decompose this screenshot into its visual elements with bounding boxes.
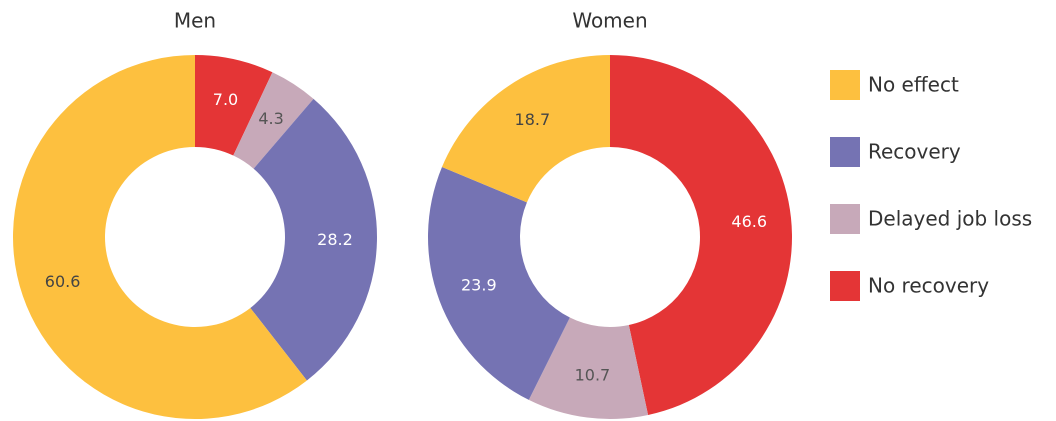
legend-swatch	[830, 271, 860, 301]
legend-label: No effect	[868, 73, 959, 97]
legend-label: Recovery	[868, 140, 961, 164]
value-label: 23.9	[461, 275, 497, 294]
legend-label: No recovery	[868, 274, 989, 298]
value-label: 60.6	[45, 272, 81, 291]
slice	[250, 98, 377, 381]
legend-swatch	[830, 137, 860, 167]
value-label: 18.7	[515, 110, 551, 129]
value-label: 46.6	[731, 212, 767, 231]
slice	[528, 317, 649, 420]
value-label: 28.2	[317, 230, 353, 249]
value-label: 10.7	[575, 365, 611, 384]
chart-title: Women	[572, 9, 647, 33]
legend-swatch	[830, 204, 860, 234]
slice	[428, 167, 570, 400]
value-label: 7.0	[213, 90, 238, 109]
slice	[610, 55, 793, 415]
value-label: 4.3	[258, 109, 283, 128]
slice	[12, 55, 307, 419]
slice	[195, 55, 273, 156]
slice	[441, 55, 610, 203]
legend-swatch	[830, 70, 860, 100]
chart-title: Men	[174, 9, 216, 33]
slice	[233, 72, 314, 169]
legend-label: Delayed job loss	[868, 207, 1032, 231]
